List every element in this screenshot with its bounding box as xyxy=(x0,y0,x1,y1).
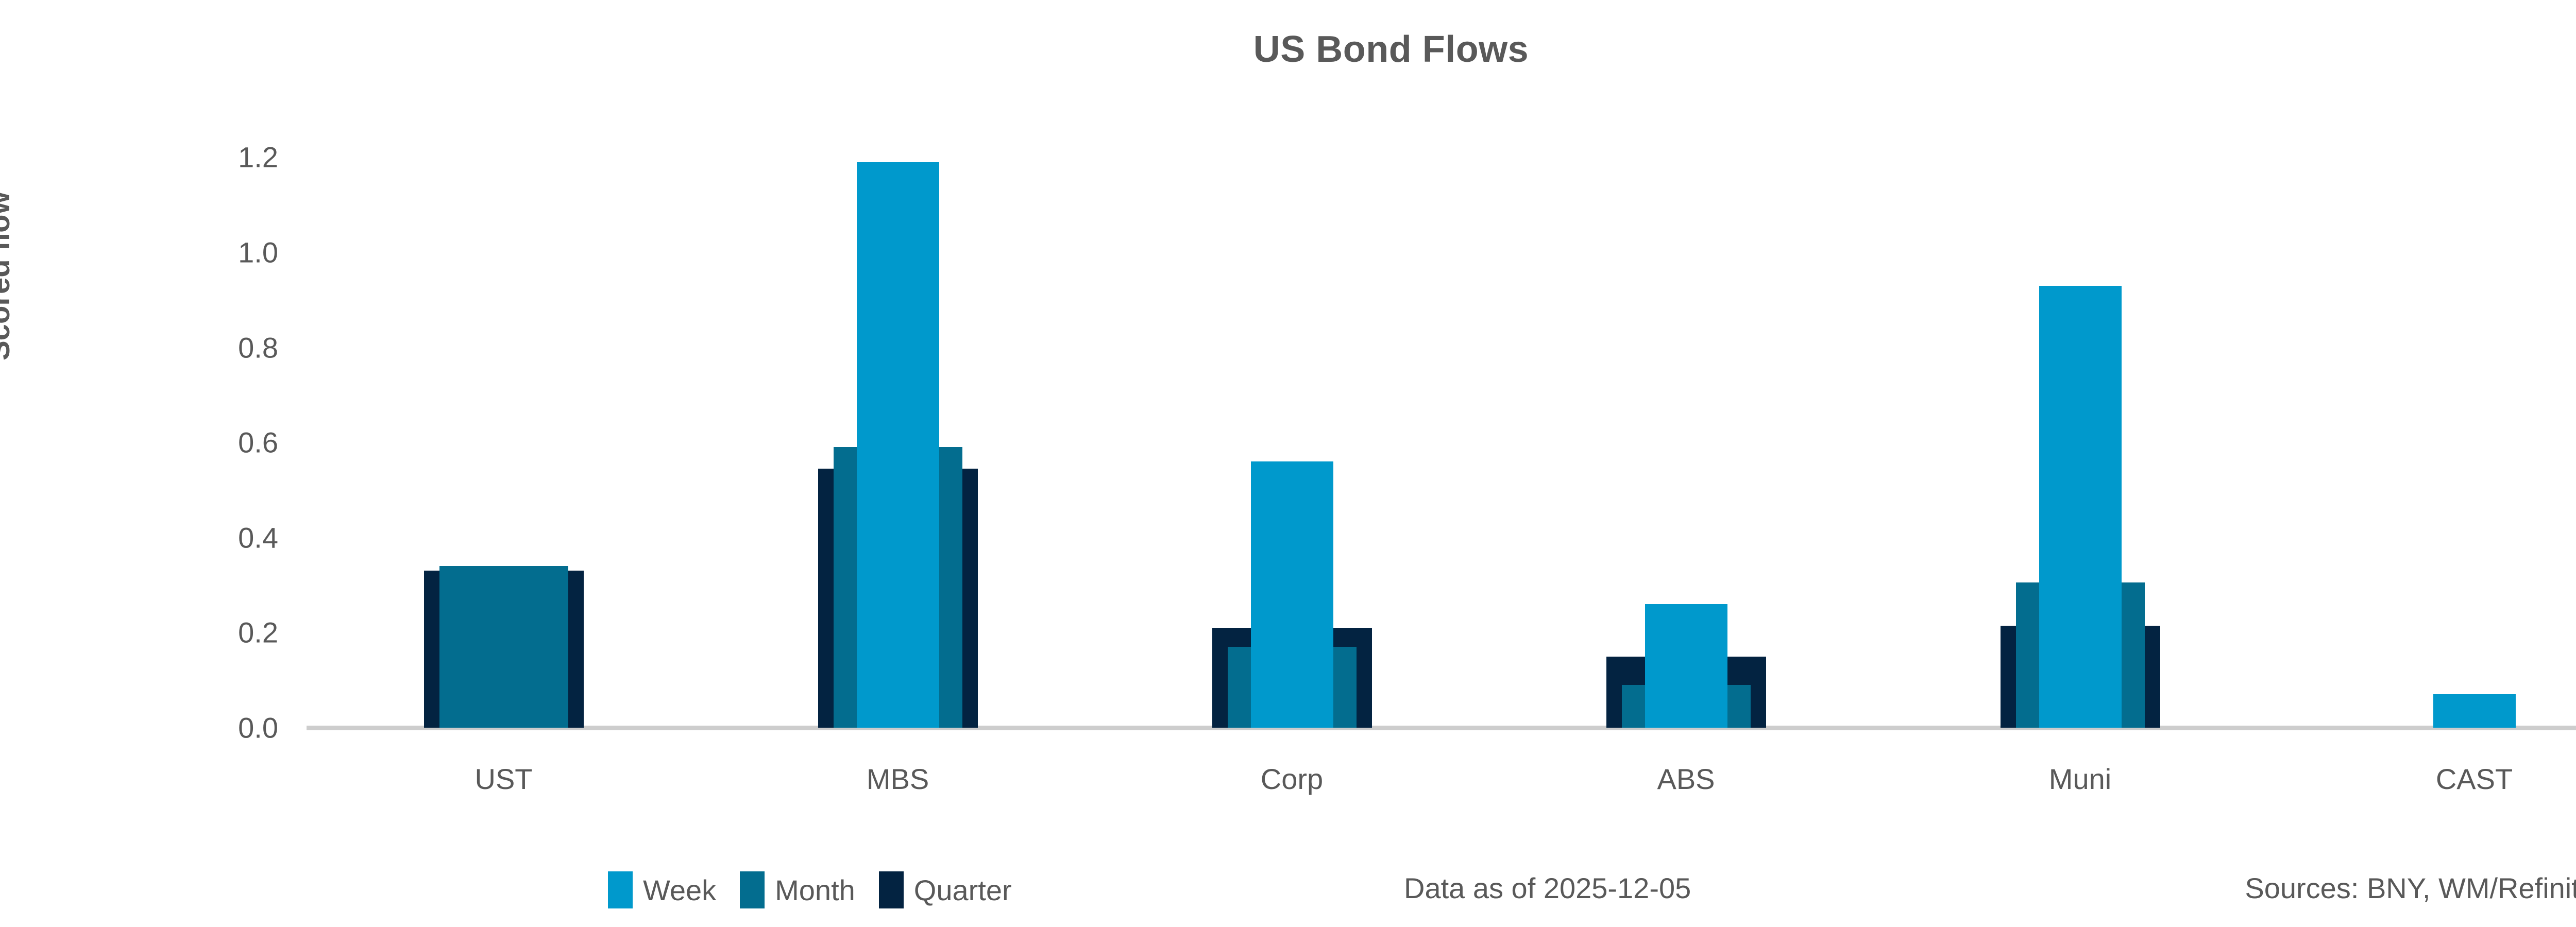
plot-area xyxy=(307,129,2576,728)
y-axis-tick-0.6: 0.6 xyxy=(238,426,278,459)
x-axis-tick-cast: CAST xyxy=(2435,763,2513,795)
legend-swatch-quarter-icon xyxy=(878,871,904,908)
bar-group-mbs xyxy=(701,129,1095,728)
page-title: US Bond Flows xyxy=(1253,29,1529,70)
chart-legend: Week Month Quarter xyxy=(608,871,1012,908)
y-axis-tick-1.0: 1.0 xyxy=(238,236,278,269)
bar-group-muni xyxy=(1883,129,2277,728)
data-as-of-note: Data as of 2025-12-05 xyxy=(1404,872,1691,904)
bar-group-corp xyxy=(1095,129,1489,728)
legend-item-week[interactable]: Week xyxy=(608,871,716,908)
legend-label: Quarter xyxy=(913,873,1012,906)
legend-swatch-week-icon xyxy=(608,871,633,908)
x-axis-tick-mbs: MBS xyxy=(866,763,929,795)
y-axis-tick-0.8: 0.8 xyxy=(238,331,278,364)
legend-item-month[interactable]: Month xyxy=(740,871,855,908)
x-axis-line xyxy=(307,726,2576,730)
bar-ust-month[interactable] xyxy=(439,566,568,728)
legend-swatch-month-icon xyxy=(740,871,765,908)
x-axis-tick-abs: ABS xyxy=(1657,763,1715,795)
bar-muni-week[interactable] xyxy=(2039,285,2122,728)
bar-abs-week[interactable] xyxy=(1645,604,1727,728)
sources-note: Sources: BNY, WM/Refinitiv, Bloomberg xyxy=(2245,872,2576,904)
bar-mbs-week[interactable] xyxy=(856,162,939,728)
legend-label: Month xyxy=(775,873,855,906)
y-axis-tick-0.0: 0.0 xyxy=(238,711,278,744)
y-axis-tick-1.2: 1.2 xyxy=(238,141,278,174)
bar-group-ust xyxy=(307,129,701,728)
y-axis-tick-0.2: 0.2 xyxy=(238,616,278,649)
bar-group-cast xyxy=(2277,129,2576,728)
bar-cast-week[interactable] xyxy=(2433,694,2516,728)
x-axis-tick-corp: Corp xyxy=(1260,763,1324,795)
bar-corp-week[interactable] xyxy=(1250,461,1333,728)
y-axis-tick-0.4: 0.4 xyxy=(238,521,278,554)
bar-group-abs xyxy=(1489,129,1883,728)
x-axis-tick-ust: UST xyxy=(474,763,533,795)
legend-label: Week xyxy=(643,873,717,906)
y-axis-title: Scored flow xyxy=(0,191,16,360)
x-axis-tick-muni: Muni xyxy=(2048,763,2112,795)
legend-item-quarter[interactable]: Quarter xyxy=(878,871,1012,908)
